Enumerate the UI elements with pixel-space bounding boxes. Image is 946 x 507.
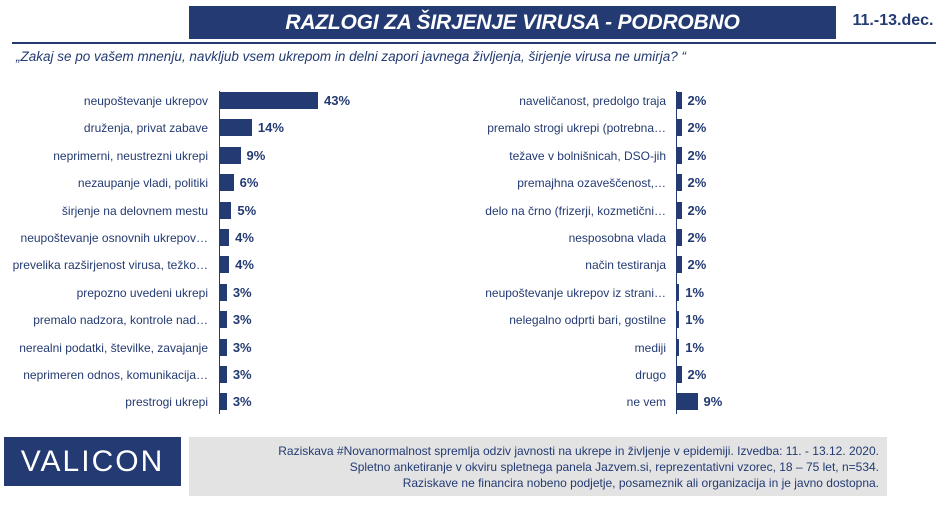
right-category-label: mediji [634,340,666,355]
right-bar [677,338,680,356]
right-axis-line [676,91,677,414]
left-value-label: 3% [232,394,252,410]
right-bar [677,366,682,383]
right-value-label: 2% [687,257,707,273]
left-value-label: 43% [324,93,351,108]
right-value-label: 2% [687,367,707,382]
right-value-label: 2% [687,175,707,191]
left-bar [220,393,227,411]
footer-line-1: Raziskava #Novanormalnost spremlja odziv… [278,444,879,458]
right-category-label: nelegalno odprti bari, gostilne [509,313,666,328]
right-category-label: nesposobna vlada [568,231,666,245]
right-bar [677,283,680,301]
right-category-label: premalo strogi ukrepi (potrebna… [487,121,666,136]
right-bar [677,119,682,137]
right-bar [677,229,682,246]
footer-line-2: Spletno anketiranje v okviru spletnega p… [349,460,879,474]
left-bar [220,201,232,219]
right-value-label: 2% [687,202,707,218]
left-bar [220,119,252,137]
right-bar [677,393,698,411]
right-value-label: 2% [687,147,707,163]
left-value-label: 5% [237,202,257,218]
left-value-label: 3% [232,367,252,382]
left-axis-line [219,91,220,414]
left-value-label: 14% [257,120,284,136]
date-label: 11.-13.dec. [852,12,934,29]
title-divider [12,42,936,44]
left-bar [220,283,227,301]
right-category-label: naveličanost, predolgo traja [519,94,666,108]
right-category-label: način testiranja [585,258,666,273]
left-bar [220,366,227,383]
left-value-label: 4% [235,230,254,245]
right-value-label: 1% [685,284,705,300]
right-value-label: 2% [687,120,707,136]
right-bar [677,146,682,164]
right-bar [677,92,682,109]
right-bar [677,201,682,219]
right-value-label: 1% [685,339,705,355]
right-category-label: ne vem [626,395,666,410]
valicon-logo: VALICON [4,437,181,486]
right-value-label: 2% [687,93,707,108]
left-value-label: 9% [246,147,266,163]
left-bar [220,256,230,274]
left-value-label: 3% [232,312,252,328]
right-bar [677,256,682,274]
left-bar [220,311,227,329]
survey-question: „Zakaj se po vašem mnenju, navkljub vsem… [16,49,687,64]
right-bar [677,311,680,329]
right-value-label: 9% [703,394,723,410]
footer-line-3: Raziskave ne financira nobeno podjetje, … [402,476,879,490]
right-bar [677,174,682,192]
right-category-label: delo na črno (frizerji, kozmetični… [485,203,666,218]
left-bar [220,229,230,246]
left-value-label: 3% [232,339,252,355]
right-value-label: 1% [685,312,705,328]
chart-title: RAZLOGI ZA ŠIRJENJE VIRUSA - PODROBNO [189,6,836,39]
right-category-label: drugo [635,368,666,382]
right-category-label: premajhna ozaveščenost,… [517,176,666,191]
left-bar [220,338,227,356]
right-category-label: težave v bolnišnicah, DSO-jih [509,148,666,163]
left-value-label: 6% [239,175,259,191]
left-value-label: 3% [232,284,252,300]
left-value-label: 4% [235,257,254,273]
left-bar [220,174,234,192]
right-category-label: neupoštevanje ukrepov iz strani… [485,285,666,300]
left-bar [220,92,319,109]
right-value-label: 2% [687,230,707,245]
left-bar [220,146,241,164]
footer-note: Raziskava #Novanormalnost spremlja odziv… [189,437,887,496]
